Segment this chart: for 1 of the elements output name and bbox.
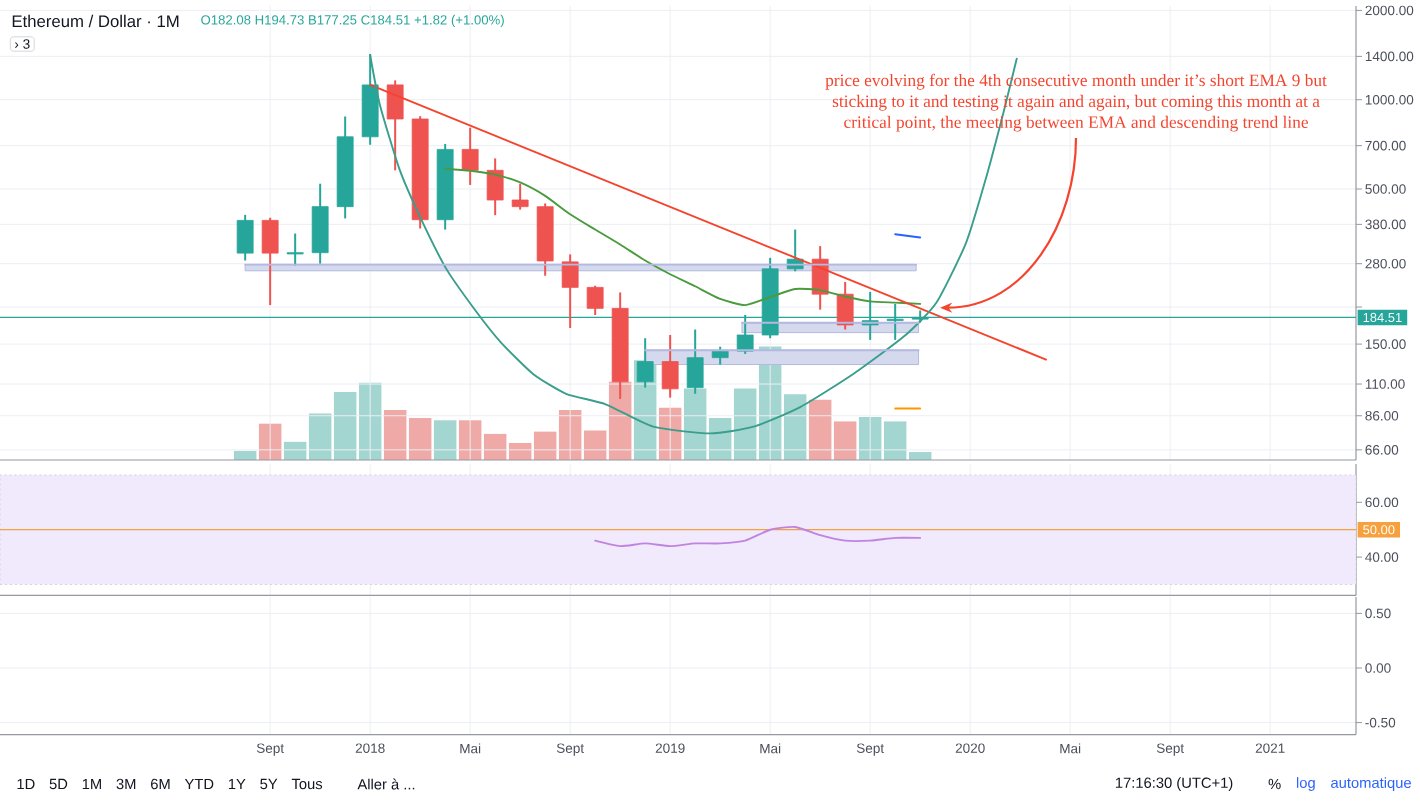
chart-title: Ethereum / Dollar · 1M <box>12 14 179 28</box>
